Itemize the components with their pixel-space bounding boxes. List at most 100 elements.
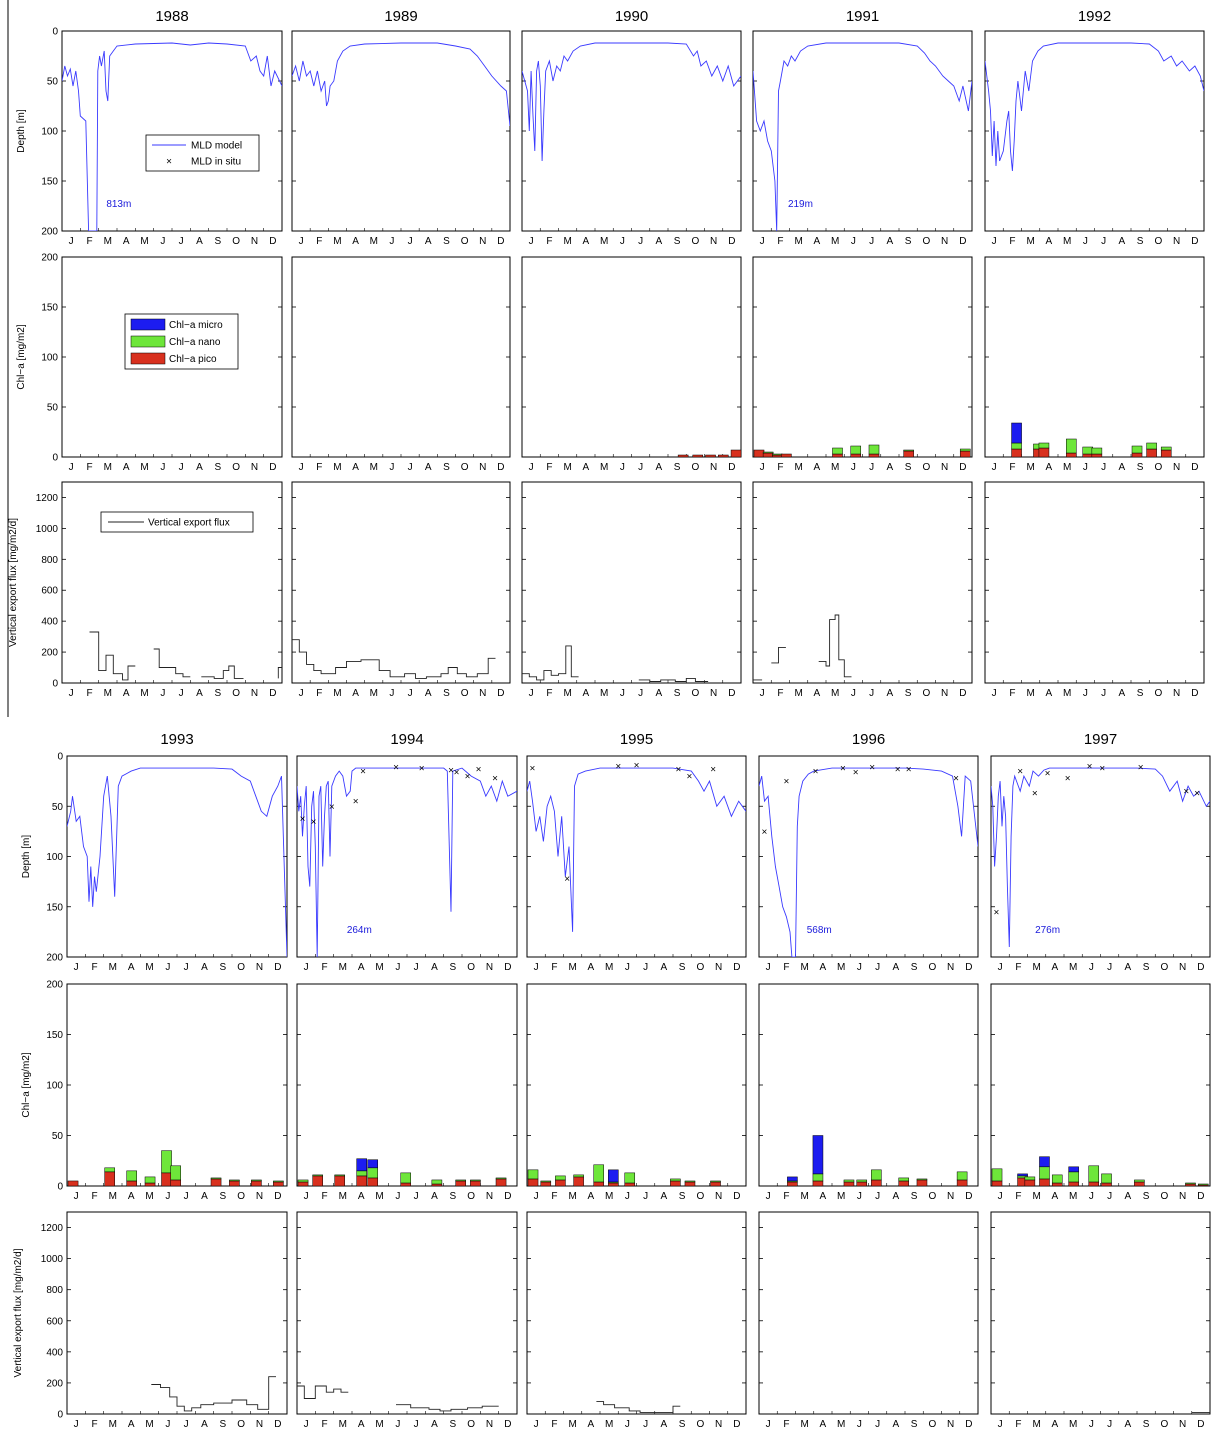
month-label: M — [600, 688, 608, 699]
chl-bar-nano — [1185, 1182, 1196, 1185]
data-layer: × × × × × × × — [527, 761, 746, 932]
chl-bar-pico — [400, 1182, 411, 1186]
month-label: D — [269, 462, 276, 473]
month-label: M — [794, 688, 802, 699]
chl-bar-pico — [1091, 453, 1103, 457]
month-label: J — [69, 462, 74, 473]
month-label: M — [104, 688, 112, 699]
month-label: F — [551, 1419, 557, 1430]
month-label: J — [998, 962, 1003, 973]
month-label: J — [69, 236, 74, 247]
month-label: J — [299, 236, 304, 247]
axes-box — [296, 983, 518, 1187]
month-label: D — [959, 688, 966, 699]
chl-bar-nano — [812, 1173, 824, 1182]
year-title: 1995 — [620, 731, 653, 748]
month-label: N — [256, 962, 263, 973]
month-label: A — [656, 688, 663, 699]
chl-bar-nano — [161, 1150, 172, 1174]
month-label: S — [905, 462, 912, 473]
month-label: N — [947, 1419, 954, 1430]
mld-model-line — [292, 42, 510, 127]
chl-bar-micro — [356, 1158, 367, 1172]
mld-model-line — [297, 767, 517, 957]
mld-insitu-marker: × — [895, 765, 901, 776]
mld-insitu-marker: × — [994, 907, 1000, 918]
chl-bar-pico — [856, 1181, 868, 1186]
month-label: D — [269, 688, 276, 699]
month-label: N — [947, 962, 954, 973]
export-flux-line — [297, 1385, 499, 1412]
month-label: S — [449, 1191, 456, 1202]
chl-bar-nano — [850, 445, 862, 455]
axes-box — [752, 481, 973, 684]
month-label: J — [760, 236, 765, 247]
month-label: M — [140, 236, 148, 247]
month-label: O — [1160, 1191, 1168, 1202]
month-label: O — [461, 236, 469, 247]
chl-bar-pico — [1011, 448, 1022, 457]
depth-annotation: 813m — [106, 199, 131, 210]
month-label: A — [887, 236, 894, 247]
y-axis-label: Vertical export flux [mg/m2/d] — [8, 518, 19, 647]
chl-bar-nano — [540, 1180, 552, 1183]
month-label: A — [814, 462, 821, 473]
month-label: M — [1026, 688, 1034, 699]
month-label: A — [358, 1191, 365, 1202]
month-label: O — [691, 236, 699, 247]
chl-bar-pico — [871, 1179, 882, 1186]
flux-legend-label: Vertical export flux — [148, 518, 230, 529]
chl-bar-pico — [772, 454, 783, 457]
month-label: J — [869, 236, 874, 247]
export-flux-line — [151, 1376, 276, 1412]
month-label: J — [766, 1419, 771, 1430]
month-label: M — [831, 462, 839, 473]
month-label: M — [140, 688, 148, 699]
y-tick-label: 100 — [46, 852, 63, 863]
month-label: O — [467, 1191, 475, 1202]
month-label: M — [370, 688, 378, 699]
month-label: S — [219, 1419, 226, 1430]
month-label: M — [1032, 962, 1040, 973]
month-label: O — [696, 1191, 704, 1202]
month-label: F — [546, 688, 552, 699]
month-label: O — [232, 236, 240, 247]
month-label: A — [431, 962, 438, 973]
month-label: F — [316, 688, 322, 699]
month-label: J — [766, 1191, 771, 1202]
mld-insitu-marker: × — [687, 772, 693, 783]
month-label: J — [389, 462, 394, 473]
month-label: O — [922, 688, 930, 699]
y-tick-label: 1000 — [36, 524, 59, 535]
panel-mld: J F M A M J J A S O N D××× × ××× — [526, 755, 747, 973]
chl-bar-nano — [334, 1174, 345, 1177]
month-label: S — [1137, 688, 1144, 699]
month-label: M — [831, 236, 839, 247]
mld-insitu-marker: × — [615, 762, 621, 773]
month-label: A — [201, 962, 208, 973]
mld-insitu-marker: × — [762, 827, 768, 838]
chl-bar-nano — [144, 1176, 156, 1184]
chl-bar-pico — [677, 454, 689, 457]
axes-box — [984, 30, 1205, 232]
chl-bar-pico — [104, 1171, 115, 1186]
month-label: M — [605, 1419, 613, 1430]
month-label: A — [661, 962, 668, 973]
panel-mld: J F M A M J J A S O N D×××× ×× × ×× ×276m — [990, 755, 1211, 973]
month-label: N — [1173, 236, 1180, 247]
data-layer — [753, 444, 971, 457]
month-label: M — [1069, 1419, 1077, 1430]
month-label: F — [551, 1191, 557, 1202]
chl-bar-pico — [367, 1177, 378, 1186]
month-label: A — [661, 1419, 668, 1430]
data-layer — [1011, 422, 1172, 457]
